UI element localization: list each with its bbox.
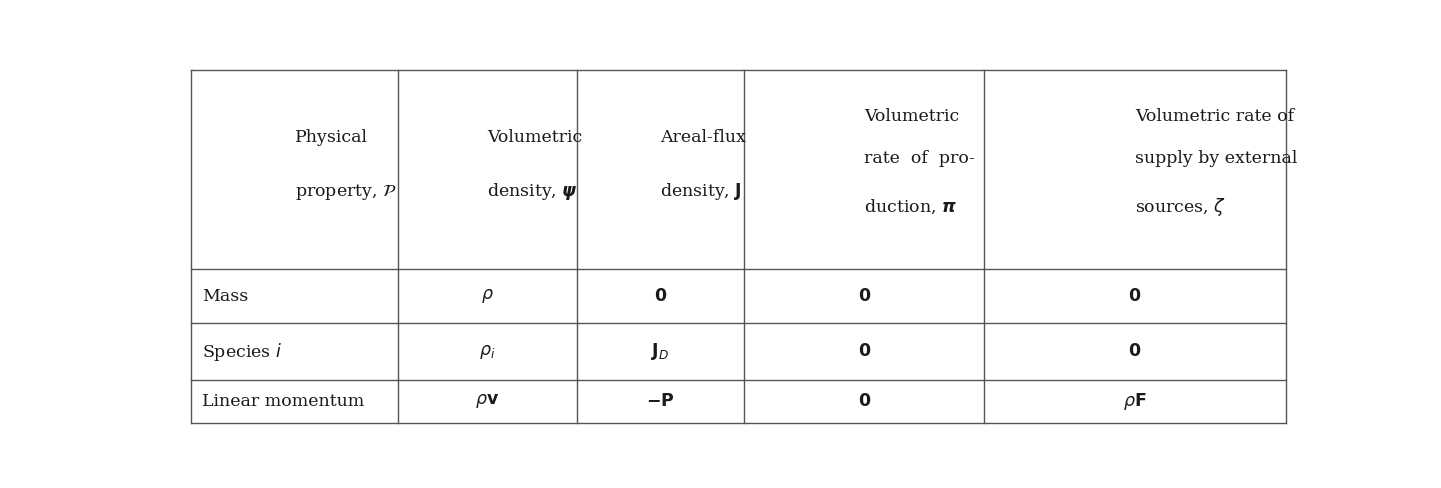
Text: density, $\boldsymbol{\psi}$: density, $\boldsymbol{\psi}$ — [487, 182, 578, 203]
Text: $\mathbf{0}$: $\mathbf{0}$ — [857, 343, 870, 360]
Text: sources, $\zeta$: sources, $\zeta$ — [1136, 196, 1226, 218]
Text: $\mathbf{-P}$: $\mathbf{-P}$ — [646, 393, 674, 410]
Text: $\rho_i$: $\rho_i$ — [478, 343, 496, 361]
Text: Physical: Physical — [294, 129, 367, 146]
Text: rate  of  pro-: rate of pro- — [865, 150, 976, 166]
Text: property, $\mathcal{P}$: property, $\mathcal{P}$ — [294, 182, 396, 202]
Text: Volumetric: Volumetric — [487, 129, 582, 146]
Text: Volumetric rate of: Volumetric rate of — [1136, 108, 1294, 125]
Text: Linear momentum: Linear momentum — [202, 393, 365, 410]
Text: density, $\mathbf{J}$: density, $\mathbf{J}$ — [660, 182, 742, 203]
Text: $\rho$: $\rho$ — [481, 287, 494, 305]
Text: supply by external: supply by external — [1136, 150, 1297, 166]
Text: Mass: Mass — [202, 288, 249, 305]
Text: Areal-flux: Areal-flux — [660, 129, 746, 146]
Text: $\mathbf{0}$: $\mathbf{0}$ — [857, 288, 870, 305]
Text: Species $i$: Species $i$ — [202, 341, 282, 363]
Text: $\mathbf{0}$: $\mathbf{0}$ — [1128, 343, 1141, 360]
Text: $\mathbf{0}$: $\mathbf{0}$ — [1128, 288, 1141, 305]
Text: $\mathbf{J}_D$: $\mathbf{J}_D$ — [651, 341, 670, 362]
Text: $\rho\mathbf{v}$: $\rho\mathbf{v}$ — [476, 392, 499, 410]
Text: $\mathbf{0}$: $\mathbf{0}$ — [857, 393, 870, 410]
Text: $\rho\mathbf{F}$: $\rho\mathbf{F}$ — [1123, 391, 1147, 412]
Text: $\mathbf{0}$: $\mathbf{0}$ — [654, 288, 667, 305]
Text: Volumetric: Volumetric — [865, 108, 960, 125]
Text: duction, $\boldsymbol{\pi}$: duction, $\boldsymbol{\pi}$ — [865, 198, 957, 216]
